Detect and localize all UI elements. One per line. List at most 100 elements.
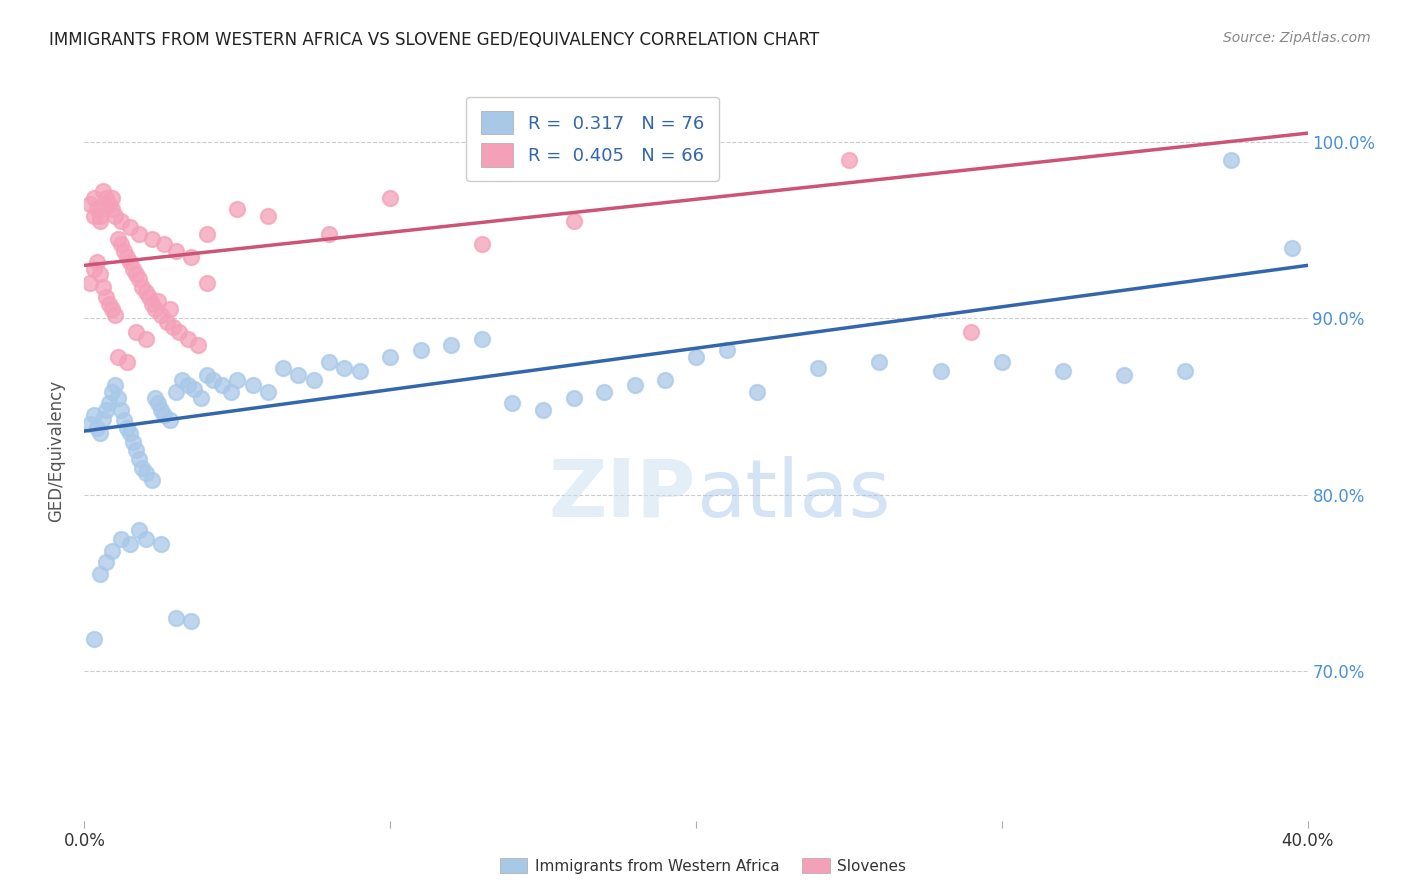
Point [159, 413, 181, 427]
Point [120, 219, 142, 234]
Point [141, 232, 163, 246]
Text: ZIP: ZIP [548, 456, 696, 534]
Point [190, 391, 212, 405]
Point [131, 279, 153, 293]
Point [138, 290, 160, 304]
Point [128, 272, 150, 286]
Text: atlas: atlas [696, 456, 890, 534]
Point [110, 532, 132, 546]
Point [83, 261, 105, 276]
Point [125, 267, 148, 281]
Point [302, 373, 325, 387]
Point [89, 566, 111, 581]
Point [165, 244, 187, 259]
Point [120, 425, 142, 440]
Point [1052, 364, 1074, 378]
Point [112, 413, 135, 427]
Point [115, 355, 138, 369]
Point [83, 191, 105, 205]
Point [271, 360, 294, 375]
Point [79, 196, 101, 211]
Point [593, 385, 616, 400]
Point [135, 467, 157, 481]
Point [409, 343, 432, 357]
Point [562, 391, 585, 405]
Point [502, 396, 524, 410]
Point [747, 385, 769, 400]
Point [125, 326, 148, 340]
Point [219, 385, 242, 400]
Point [929, 364, 952, 378]
Point [257, 385, 280, 400]
Point [128, 452, 150, 467]
Point [562, 214, 585, 228]
Point [94, 290, 117, 304]
Point [165, 385, 187, 400]
Point [226, 202, 249, 216]
Point [1114, 368, 1136, 382]
Point [115, 420, 138, 434]
Point [125, 443, 148, 458]
Point [86, 202, 108, 216]
Point [380, 350, 402, 364]
Point [94, 554, 117, 569]
Point [83, 632, 105, 646]
Point [94, 191, 117, 205]
Point [91, 184, 114, 198]
Point [201, 373, 224, 387]
Point [440, 337, 463, 351]
Point [195, 368, 218, 382]
Point [91, 279, 114, 293]
Point [86, 255, 108, 269]
Legend: Immigrants from Western Africa, Slovenes: Immigrants from Western Africa, Slovenes [494, 852, 912, 880]
Point [115, 250, 138, 264]
Point [86, 420, 108, 434]
Point [172, 373, 194, 387]
Point [716, 343, 738, 357]
Point [838, 153, 860, 167]
Point [89, 425, 111, 440]
Point [107, 232, 129, 246]
Point [471, 332, 494, 346]
Legend: R =  0.317   N = 76, R =  0.405   N = 66: R = 0.317 N = 76, R = 0.405 N = 66 [467, 96, 718, 181]
Point [107, 350, 129, 364]
Point [1174, 364, 1197, 378]
Point [79, 276, 101, 290]
Point [991, 355, 1014, 369]
Point [177, 378, 200, 392]
Point [153, 408, 176, 422]
Point [97, 396, 120, 410]
Point [654, 373, 676, 387]
Point [89, 209, 111, 223]
Point [143, 391, 166, 405]
Point [89, 267, 111, 281]
Point [122, 434, 145, 449]
Point [186, 337, 208, 351]
Point [94, 196, 117, 211]
Point [380, 191, 402, 205]
Point [131, 461, 153, 475]
Point [685, 350, 707, 364]
Point [531, 403, 554, 417]
Point [110, 214, 132, 228]
Point [162, 320, 184, 334]
Point [141, 297, 163, 311]
Point [318, 355, 340, 369]
Point [624, 378, 647, 392]
Point [83, 408, 105, 422]
Point [287, 368, 309, 382]
Text: IMMIGRANTS FROM WESTERN AFRICA VS SLOVENE GED/EQUIVALENCY CORRELATION CHART: IMMIGRANTS FROM WESTERN AFRICA VS SLOVEN… [49, 31, 820, 49]
Point [257, 209, 280, 223]
Point [177, 332, 200, 346]
Point [120, 255, 142, 269]
Point [807, 360, 830, 375]
Point [159, 302, 181, 317]
Point [135, 532, 157, 546]
Point [104, 308, 127, 322]
Point [195, 227, 218, 241]
Point [149, 537, 172, 551]
Point [471, 237, 494, 252]
Point [180, 615, 202, 629]
Point [153, 237, 176, 252]
Point [104, 378, 127, 392]
